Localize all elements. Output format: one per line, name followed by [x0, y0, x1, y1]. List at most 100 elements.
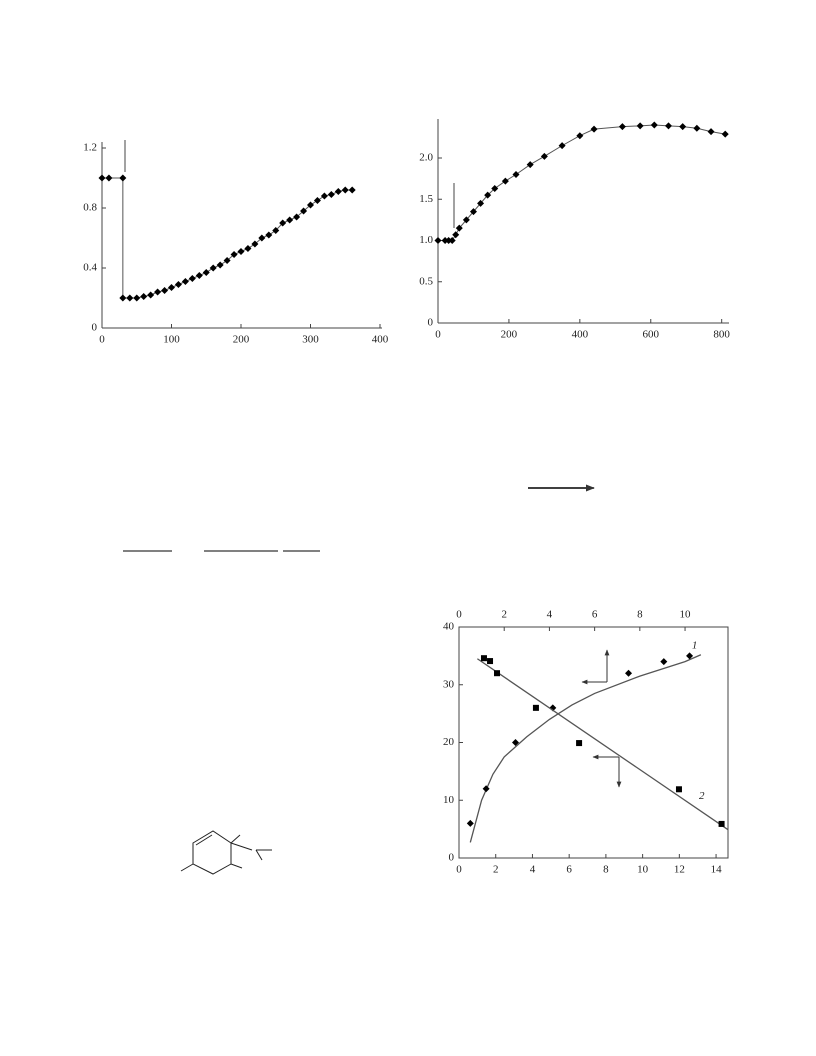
x-tick-label: 600: [643, 329, 660, 341]
data-point: [202, 269, 210, 276]
data-point: [279, 219, 287, 227]
plot-frame: [458, 626, 729, 859]
data-point: [650, 121, 658, 129]
data-point: [119, 294, 127, 302]
x-tick-label: 200: [501, 329, 518, 341]
x-tick-label: 300: [302, 334, 319, 346]
x2-tick-label: 0: [456, 609, 462, 621]
x-tick-label: 200: [233, 334, 250, 346]
y-tick-label: 1.5: [419, 193, 433, 205]
data-point: [168, 284, 175, 291]
data-point: [501, 177, 509, 185]
data-point: [532, 704, 539, 711]
x-tick-label: 4: [530, 864, 536, 876]
data-point: [693, 124, 701, 132]
data-point: [293, 213, 301, 221]
data-point: [133, 294, 141, 302]
data-point: [512, 739, 520, 746]
x2-tick-label: 10: [680, 609, 692, 621]
y-tick-label: 0.8: [83, 202, 97, 214]
data-point: [526, 161, 534, 169]
y-tick-label: 1.2: [83, 142, 97, 154]
data-point: [307, 201, 314, 209]
series-label: 2: [699, 790, 705, 802]
data-point: [181, 278, 189, 285]
fit-line: [469, 654, 702, 843]
data-point: [462, 216, 470, 224]
x-tick-label: 8: [603, 864, 609, 876]
y-tick-label: 0.5: [419, 275, 433, 287]
x-tick-label: 800: [713, 329, 730, 341]
data-point: [251, 240, 259, 248]
data-point: [327, 191, 335, 198]
data-point: [320, 192, 328, 200]
x-tick-label: 0: [435, 329, 441, 341]
x-tick-label: 2: [493, 864, 499, 876]
data-point: [707, 128, 715, 136]
data-point: [119, 174, 127, 182]
data-point: [718, 820, 725, 827]
data-point: [98, 174, 106, 182]
x-tick-label: 0: [99, 334, 105, 346]
data-point: [174, 281, 182, 288]
data-point: [679, 123, 687, 131]
y-tick-label: 1.0: [419, 234, 433, 246]
data-point: [154, 288, 162, 296]
data-point: [161, 287, 169, 294]
data-point: [487, 658, 494, 665]
series-label: 1: [692, 639, 698, 651]
data-point: [195, 272, 203, 279]
x2-tick-label: 2: [501, 609, 507, 621]
x2-tick-label: 4: [547, 609, 553, 621]
data-point: [434, 237, 442, 244]
data-point: [625, 669, 633, 677]
data-point: [147, 291, 155, 299]
y-tick-label: 40: [443, 621, 455, 633]
x-tick-label: 0: [456, 864, 462, 876]
data-point: [469, 208, 477, 216]
data-point: [105, 174, 113, 182]
data-point: [237, 248, 245, 255]
data-point: [140, 293, 148, 300]
y-tick-label: 0.4: [83, 262, 97, 274]
data-point: [618, 123, 626, 131]
data-point: [286, 216, 294, 224]
y-tick-label: 2.0: [419, 152, 433, 164]
data-point: [576, 132, 584, 140]
data-point: [300, 207, 308, 215]
data-point: [558, 142, 566, 150]
x2-tick-label: 8: [637, 609, 643, 621]
x2-tick-label: 6: [592, 609, 598, 621]
data-point: [265, 231, 273, 239]
x-tick-label: 400: [572, 329, 589, 341]
x-tick-label: 400: [372, 334, 389, 346]
data-point: [675, 786, 682, 793]
data-point: [126, 294, 134, 302]
y-tick-label: 30: [443, 678, 455, 690]
data-point: [590, 125, 598, 133]
data-point: [636, 122, 644, 130]
data-point: [686, 652, 694, 660]
data-point: [313, 197, 321, 204]
data-point: [482, 785, 490, 793]
data-point: [540, 152, 548, 160]
data-point: [334, 188, 342, 195]
data-point: [664, 122, 672, 130]
data-point: [258, 234, 266, 242]
data-point: [244, 245, 252, 252]
data-point: [576, 740, 583, 747]
data-point: [466, 819, 474, 827]
y-tick-label: 10: [443, 794, 455, 806]
x-tick-label: 100: [163, 334, 180, 346]
data-point: [209, 264, 217, 272]
data-point: [216, 261, 224, 269]
y-tick-label: 20: [443, 736, 455, 748]
chemical-structure: [180, 830, 272, 875]
data-point: [188, 275, 196, 282]
data-point: [660, 658, 668, 666]
data-point: [272, 227, 280, 234]
x-tick-label: 12: [674, 864, 685, 876]
data-point: [455, 224, 463, 232]
